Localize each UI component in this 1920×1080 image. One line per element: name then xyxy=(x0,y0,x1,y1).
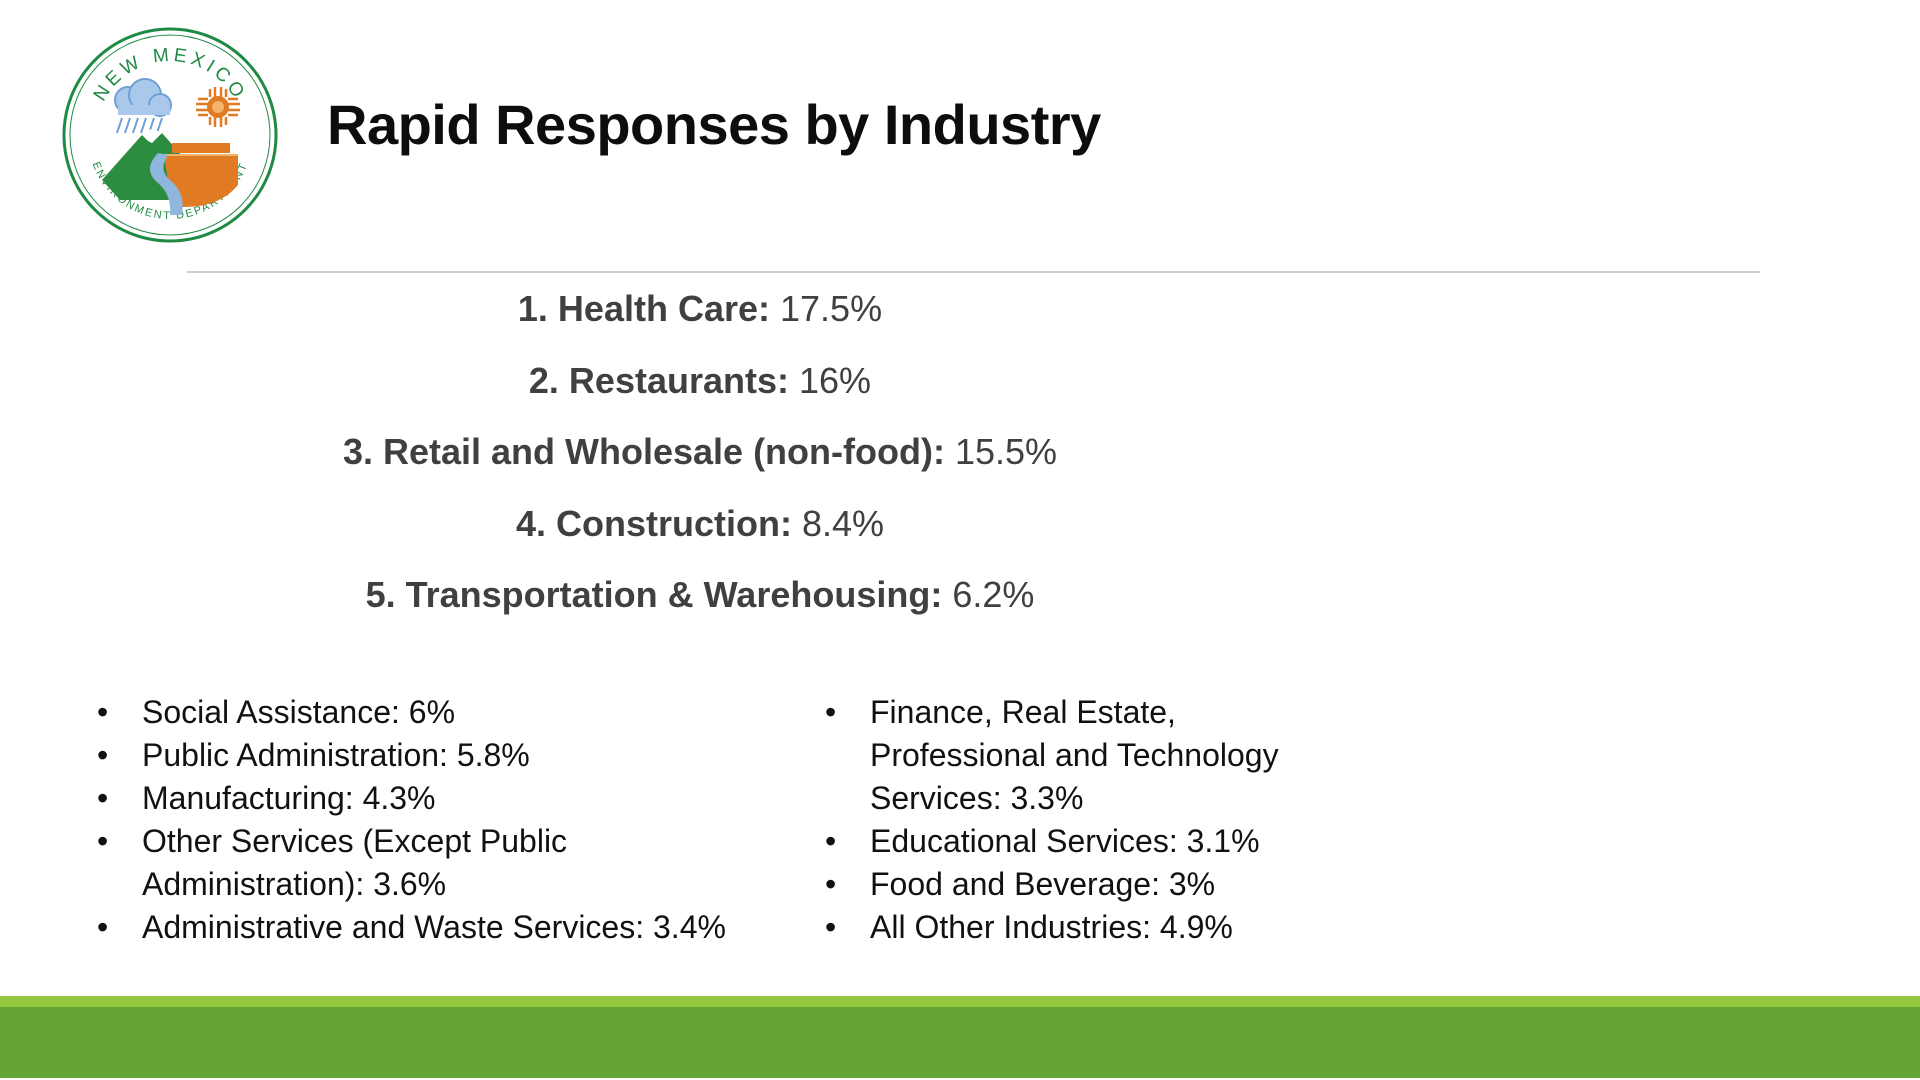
top-industry-label: 4. Construction: xyxy=(515,502,792,544)
list-item: • Social Assistance: 6% xyxy=(97,691,777,734)
bullet-icon: • xyxy=(825,866,837,902)
footer-stripe xyxy=(0,996,1920,1007)
bullet-icon: • xyxy=(825,823,837,859)
top-industry-item: 3. Retail and Wholesale (non-food): 15.5… xyxy=(200,428,1200,500)
list-item: • Educational Services: 3.1% xyxy=(825,820,1345,863)
list-item-text: Public Administration: 5.8% xyxy=(142,737,530,773)
river-icon xyxy=(150,153,183,215)
top-industry-item: 4. Construction: 8.4% xyxy=(200,500,1200,572)
top-industry-item: 2. Restaurants: 16% xyxy=(200,357,1200,429)
bullet-icon: • xyxy=(97,909,109,945)
footer-edge xyxy=(0,1078,1920,1080)
list-item: • Public Administration: 5.8% xyxy=(97,734,777,777)
title-divider xyxy=(187,271,1760,273)
list-item-text: Educational Services: 3.1% xyxy=(870,823,1260,859)
mesa-icon xyxy=(164,143,238,207)
bullet-icon: • xyxy=(97,780,109,816)
list-item-text: Administrative and Waste Services: 3.4% xyxy=(142,909,726,945)
list-item-text: Other Services (Except Public xyxy=(142,823,568,859)
cloud-icon xyxy=(114,78,172,134)
other-industries-list-left: • Social Assistance: 6% • Public Administr… xyxy=(97,691,777,949)
list-item: • Finance, Real Estate, Professional and T… xyxy=(825,691,1345,820)
footer-bar xyxy=(0,1007,1920,1080)
top-industry-value: 15.5% xyxy=(954,431,1058,472)
top-industry-item: 5. Transportation & Warehousing: 6.2% xyxy=(200,571,1200,643)
list-item: • Manufacturing: 4.3% xyxy=(97,777,777,820)
zia-sun-icon xyxy=(196,87,240,127)
top-industry-item: 1. Health Care: 17.5% xyxy=(200,285,1200,357)
top-industry-value: 17.5% xyxy=(780,288,883,329)
nmed-logo: NEW MEXICO ENVIRONMENT DEPARTMENT xyxy=(62,27,278,243)
bullet-icon: • xyxy=(825,909,837,945)
top-industries-list: 1. Health Care: 17.5% 2. Restaurants: 16… xyxy=(200,285,1200,643)
list-item: • Administrative and Waste Services: 3.4% xyxy=(97,906,777,949)
top-industry-value: 8.4% xyxy=(801,502,885,544)
top-industry-label: 2. Restaurants: xyxy=(528,359,789,401)
top-industry-value: 16% xyxy=(799,359,872,401)
list-item-text: Social Assistance: 6% xyxy=(142,694,456,730)
list-item-text: Manufacturing: 4.3% xyxy=(142,780,436,816)
list-item: • All Other Industries: 4.9% xyxy=(825,906,1345,949)
bullet-icon: • xyxy=(97,694,109,730)
list-item-text: All Other Industries: 4.9% xyxy=(870,909,1233,945)
list-item-text: Finance, Real Estate, xyxy=(870,694,1176,730)
list-item-text: Food and Beverage: 3% xyxy=(870,866,1216,902)
bullet-icon: • xyxy=(825,694,837,730)
list-item: • Other Services (Except Public Administra… xyxy=(97,820,777,906)
page-title: Rapid Responses by Industry xyxy=(327,93,1101,156)
bullet-icon: • xyxy=(97,823,109,859)
list-item-text: Services: 3.3% xyxy=(870,780,1084,816)
list-item-text: Professional and Technology xyxy=(870,737,1279,773)
other-industries-list-right: • Finance, Real Estate, Professional and T… xyxy=(825,691,1345,949)
top-industry-label: 3. Retail and Wholesale (non-food): xyxy=(342,431,945,472)
bullet-icon: • xyxy=(97,737,109,773)
list-item-text: Administration): 3.6% xyxy=(142,866,447,902)
list-item: • Food and Beverage: 3% xyxy=(825,863,1345,906)
top-industry-value: 6.2% xyxy=(952,574,1035,615)
top-industry-label: 1. Health Care: xyxy=(517,288,770,329)
top-industry-label: 5. Transportation & Warehousing: xyxy=(365,574,943,615)
